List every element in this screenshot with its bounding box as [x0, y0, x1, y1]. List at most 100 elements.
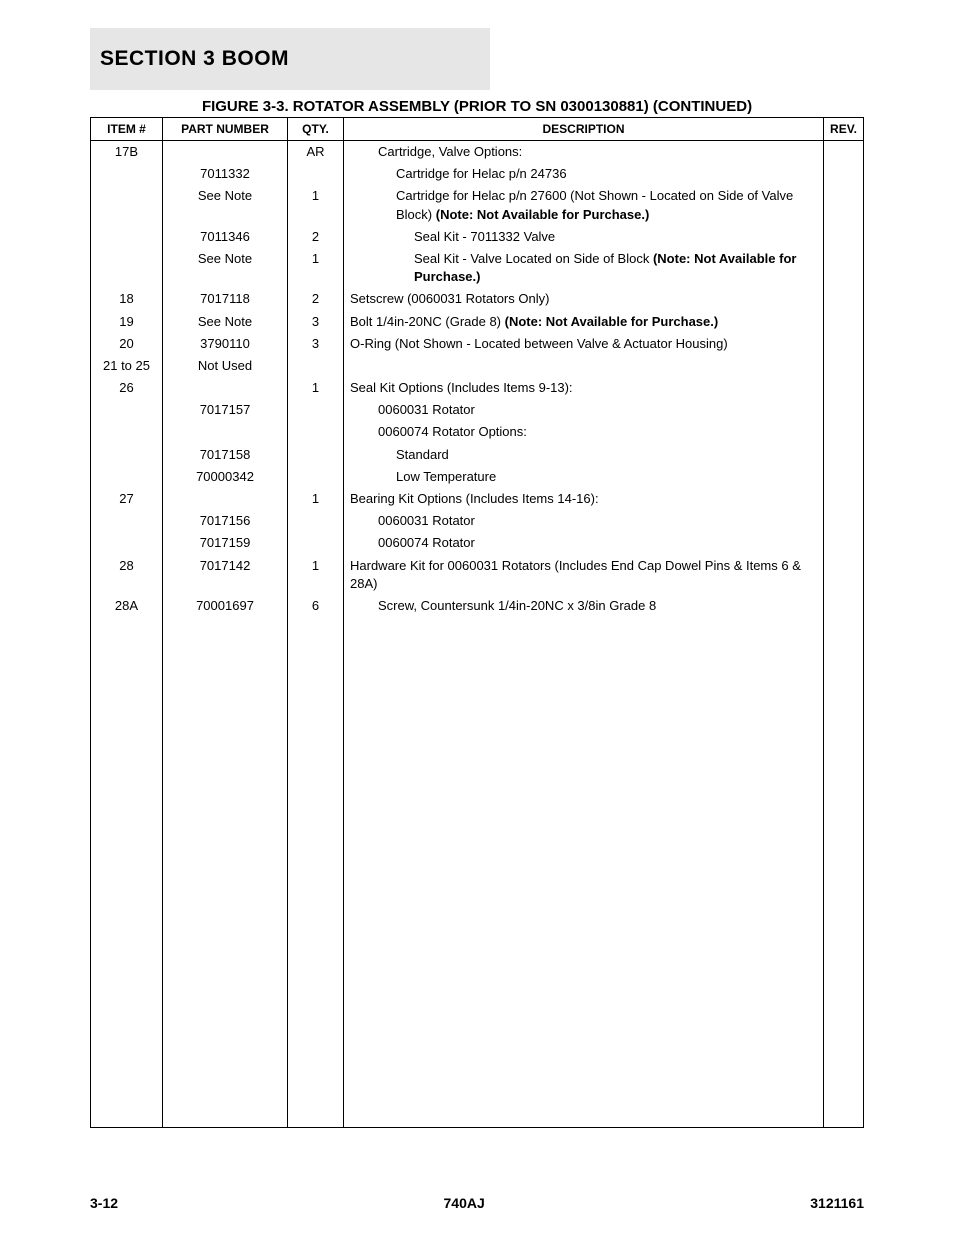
cell-qty	[288, 466, 344, 488]
cell-item	[91, 185, 163, 225]
cell-rev	[824, 311, 864, 333]
cell-rev	[824, 555, 864, 595]
table-row: 7017157 0060031 Rotator	[91, 399, 864, 421]
cell-item	[91, 399, 163, 421]
cell-desc: Setscrew (0060031 Rotators Only)	[344, 288, 824, 310]
cell-desc: 0060074 Rotator	[344, 532, 824, 554]
cell-item	[91, 226, 163, 248]
table-spacer-row	[91, 617, 864, 1127]
cell-qty	[288, 355, 344, 377]
cell-desc	[344, 355, 824, 377]
cell-rev	[824, 399, 864, 421]
cell-part: 70000342	[163, 466, 288, 488]
table-row: 0060074 Rotator Options:	[91, 421, 864, 443]
cell-item	[91, 532, 163, 554]
cell-desc: Bolt 1/4in-20NC (Grade 8) (Note: Not Ava…	[344, 311, 824, 333]
cell-desc: Seal Kit - Valve Located on Side of Bloc…	[344, 248, 824, 288]
cell-part: 7011346	[163, 226, 288, 248]
cell-rev	[824, 377, 864, 399]
cell-part: 7017142	[163, 555, 288, 595]
col-header-rev: REV.	[824, 118, 864, 141]
cell-rev	[824, 510, 864, 532]
cell-part: 7011332	[163, 163, 288, 185]
table-row: 28A700016976Screw, Countersunk 1/4in-20N…	[91, 595, 864, 617]
table-row: 21 to 25Not Used	[91, 355, 864, 377]
table-row: See Note1Cartridge for Helac p/n 27600 (…	[91, 185, 864, 225]
cell-part: See Note	[163, 311, 288, 333]
footer-right: 3121161	[810, 1195, 864, 1211]
cell-qty	[288, 399, 344, 421]
cell-part: 7017118	[163, 288, 288, 310]
cell-rev	[824, 333, 864, 355]
table-row: 70171560060031 Rotator	[91, 510, 864, 532]
cell-rev	[824, 288, 864, 310]
cell-qty: 2	[288, 288, 344, 310]
cell-part	[163, 377, 288, 399]
cell-rev	[824, 163, 864, 185]
page-footer: 3-12 740AJ 3121161	[90, 1195, 864, 1211]
cell-item: 28	[91, 555, 163, 595]
cell-desc: Low Temperature	[344, 466, 824, 488]
cell-qty	[288, 532, 344, 554]
cell-qty	[288, 444, 344, 466]
section-title: SECTION 3 BOOM	[100, 47, 289, 71]
cell-item: 20	[91, 333, 163, 355]
table-row: 2037901103O-Ring (Not Shown - Located be…	[91, 333, 864, 355]
cell-part: 7017158	[163, 444, 288, 466]
cell-rev	[824, 141, 864, 164]
table-row: 19See Note3Bolt 1/4in-20NC (Grade 8) (No…	[91, 311, 864, 333]
cell-item: 19	[91, 311, 163, 333]
cell-qty: 6	[288, 595, 344, 617]
cell-desc: Cartridge for Helac p/n 24736	[344, 163, 824, 185]
cell-qty: 1	[288, 555, 344, 595]
cell-item	[91, 466, 163, 488]
cell-item	[91, 421, 163, 443]
content-area: FIGURE 3-3. ROTATOR ASSEMBLY (PRIOR TO S…	[90, 28, 864, 1128]
table-row: 17B ARCartridge, Valve Options:	[91, 141, 864, 164]
cell-desc: Cartridge, Valve Options:	[344, 141, 824, 164]
table-body: 17B ARCartridge, Valve Options: 7011332 Car…	[91, 141, 864, 1128]
cell-rev	[824, 488, 864, 510]
cell-rev	[824, 466, 864, 488]
cell-desc: Seal Kit - 7011332 Valve	[344, 226, 824, 248]
cell-part: See Note	[163, 185, 288, 225]
cell-desc: Cartridge for Helac p/n 27600 (Not Shown…	[344, 185, 824, 225]
cell-part: 7017159	[163, 532, 288, 554]
cell-desc: 0060031 Rotator	[344, 510, 824, 532]
cell-qty: 3	[288, 333, 344, 355]
cell-part: 7017157	[163, 399, 288, 421]
cell-rev	[824, 355, 864, 377]
cell-qty	[288, 163, 344, 185]
cell-qty: 3	[288, 311, 344, 333]
cell-qty: 1	[288, 488, 344, 510]
page: SECTION 3 BOOM FIGURE 3-3. ROTATOR ASSEM…	[0, 0, 954, 1235]
cell-qty: 1	[288, 377, 344, 399]
table-row: 7017158Standard	[91, 444, 864, 466]
table-row: 1870171182Setscrew (0060031 Rotators Onl…	[91, 288, 864, 310]
cell-rev	[824, 532, 864, 554]
cell-qty: 1	[288, 248, 344, 288]
cell-item: 27	[91, 488, 163, 510]
table-row: 70000342 Low Temperature	[91, 466, 864, 488]
table-row: 7017159 0060074 Rotator	[91, 532, 864, 554]
table-header: ITEM # PART NUMBER QTY. DESCRIPTION REV.	[91, 118, 864, 141]
table-row: 271Bearing Kit Options (Includes Items 1…	[91, 488, 864, 510]
cell-desc: Screw, Countersunk 1/4in-20NC x 3/8in Gr…	[344, 595, 824, 617]
cell-rev	[824, 226, 864, 248]
cell-part	[163, 421, 288, 443]
table-row: See Note1Seal Kit - Valve Located on Sid…	[91, 248, 864, 288]
table-row: 261Seal Kit Options (Includes Items 9-13…	[91, 377, 864, 399]
cell-qty: 2	[288, 226, 344, 248]
cell-desc: O-Ring (Not Shown - Located between Valv…	[344, 333, 824, 355]
cell-item	[91, 444, 163, 466]
cell-rev	[824, 248, 864, 288]
cell-qty: AR	[288, 141, 344, 164]
figure-title: FIGURE 3-3. ROTATOR ASSEMBLY (PRIOR TO S…	[90, 98, 864, 115]
cell-item: 26	[91, 377, 163, 399]
cell-desc: 0060031 Rotator	[344, 399, 824, 421]
cell-part	[163, 488, 288, 510]
cell-qty: 1	[288, 185, 344, 225]
cell-desc: 0060074 Rotator Options:	[344, 421, 824, 443]
cell-item	[91, 510, 163, 532]
cell-item: 17B	[91, 141, 163, 164]
